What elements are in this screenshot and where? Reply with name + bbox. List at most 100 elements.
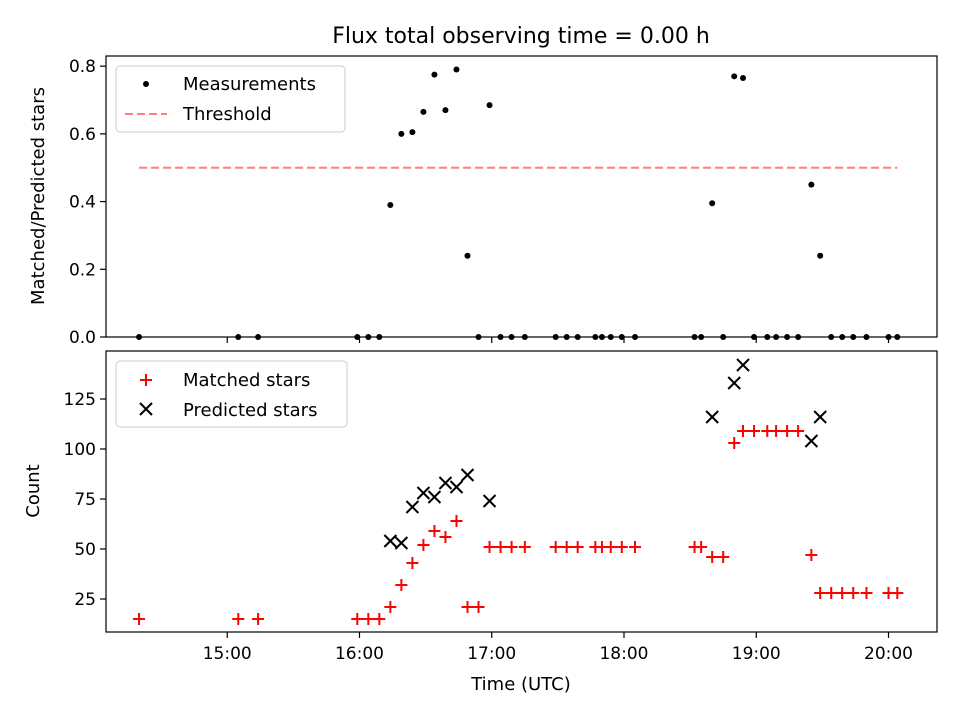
matched-star-point — [362, 613, 375, 625]
matched-star-point — [781, 425, 794, 437]
matched-star-point — [770, 425, 783, 437]
predicted-star-point — [727, 376, 741, 390]
matched-star-point — [604, 541, 617, 553]
top-ytick-label: 0.4 — [69, 193, 96, 213]
matched-star-point — [737, 425, 750, 437]
top-panel: Flux total observing time = 0.00 h Match… — [28, 24, 938, 348]
bottom-xtick-label: 17:00 — [467, 644, 516, 664]
top-axes-frame — [105, 55, 938, 338]
matched-star-point — [560, 541, 573, 553]
bottom-legend-box — [115, 360, 348, 428]
matched-star-point — [717, 551, 730, 563]
matched-star-point — [351, 613, 364, 625]
top-axes: 0.0 0.2 0.4 0.6 0.8 — [69, 57, 890, 348]
matched-star-point — [439, 531, 452, 543]
predicted-star-point — [813, 410, 827, 424]
matched-star-point — [384, 601, 397, 613]
predicted-star-point — [394, 536, 409, 550]
bottom-ytick-label: 25 — [74, 590, 96, 610]
legend-label-measurements: Measurements — [183, 74, 316, 95]
predicted-star-point — [383, 534, 398, 548]
matched-star-point — [847, 587, 860, 599]
matched-star-point — [629, 541, 642, 553]
measurement-point — [464, 252, 471, 259]
measurement-point — [431, 71, 438, 78]
bottom-xtick-label: 19:00 — [732, 644, 781, 664]
matched-star-point — [395, 579, 408, 591]
top-ytick-label: 0.2 — [69, 260, 96, 280]
measurement-point — [808, 181, 815, 188]
top-legend: Measurements Threshold — [115, 65, 346, 133]
predicted-star-point — [705, 410, 719, 424]
matched-star-point — [805, 549, 818, 561]
bottom-panel: Count Time (UTC) 15:00 16:00 17:00 18:00 19:… — [23, 350, 938, 695]
matched-star-point — [505, 541, 518, 553]
measurement-point — [442, 107, 449, 114]
top-ytick-label: 0.0 — [69, 328, 96, 348]
matched-star-point — [728, 437, 741, 449]
matched-star-point — [615, 541, 628, 553]
matched-star-point — [814, 587, 827, 599]
matched-star-point — [483, 541, 496, 553]
bottom-panel-xlabel: Time (UTC) — [470, 674, 571, 695]
bottom-legend: Matched stars Predicted stars — [115, 360, 348, 428]
measurement-point — [486, 102, 493, 109]
legend-label-matched-stars: Matched stars — [183, 370, 310, 391]
matched-star-point — [232, 613, 245, 625]
bottom-xtick-label: 15:00 — [203, 644, 252, 664]
bottom-axes-frame — [105, 350, 938, 633]
matched-star-point — [406, 557, 419, 569]
top-legend-box — [115, 65, 346, 133]
legend-marker-predicted-stars — [139, 402, 153, 416]
matched-star-point — [695, 541, 708, 553]
predicted-star-point — [482, 494, 497, 508]
matched-star-point — [461, 601, 474, 613]
matched-star-point — [252, 613, 265, 625]
bottom-xtick-label: 16:00 — [335, 644, 384, 664]
measurement-point — [740, 75, 747, 82]
matched-star-point — [450, 515, 463, 527]
measurement-point — [409, 129, 416, 136]
matched-star-point — [373, 613, 386, 625]
matched-star-point — [825, 587, 838, 599]
measurement-point — [420, 108, 427, 115]
matched-star-point — [792, 425, 805, 437]
top-ytick-label: 0.8 — [69, 57, 96, 77]
bottom-axes: 15:00 16:00 17:00 18:00 19:00 20:00 25 50 75 100 1… — [64, 390, 913, 664]
top-panel-title: Flux total observing time = 0.00 h — [332, 24, 710, 49]
bottom-panel-ylabel: Count — [23, 464, 44, 517]
top-panel-ylabel: Matched/Predicted stars — [28, 87, 49, 305]
predicted-star-point — [416, 486, 431, 500]
matched-star-point — [748, 425, 761, 437]
legend-label-predicted-stars: Predicted stars — [183, 400, 317, 421]
measurement-point — [453, 66, 460, 73]
predicted-star-point — [736, 358, 750, 372]
bottom-ytick-label: 50 — [74, 540, 96, 560]
predicted-star-point — [804, 434, 819, 448]
top-ytick-label: 0.6 — [69, 125, 96, 145]
matched-star-point — [891, 587, 904, 599]
predicted-star-point — [449, 480, 464, 494]
matched-star-point — [571, 541, 584, 553]
bottom-xtick-label: 20:00 — [864, 644, 913, 664]
measurement-point — [817, 252, 824, 259]
predicted-star-point — [427, 490, 442, 504]
measurement-point — [387, 201, 394, 208]
legend-marker-matched-stars — [140, 374, 152, 386]
predicted-star-point — [460, 468, 475, 482]
matched-star-point — [860, 587, 873, 599]
predicted-star-point — [438, 476, 453, 490]
matched-star-point — [706, 551, 719, 563]
matched-star-point — [836, 587, 849, 599]
measurement-point — [731, 73, 738, 80]
bottom-ytick-label: 75 — [74, 490, 96, 510]
bottom-xtick-label: 18:00 — [599, 644, 648, 664]
legend-marker-measurements — [143, 81, 149, 87]
matched-star-point — [494, 541, 507, 553]
matched-star-point — [549, 541, 562, 553]
bottom-ytick-label: 125 — [64, 390, 96, 410]
bottom-data-marks — [133, 358, 904, 625]
predicted-star-point — [405, 500, 420, 514]
measurement-point — [398, 130, 405, 137]
